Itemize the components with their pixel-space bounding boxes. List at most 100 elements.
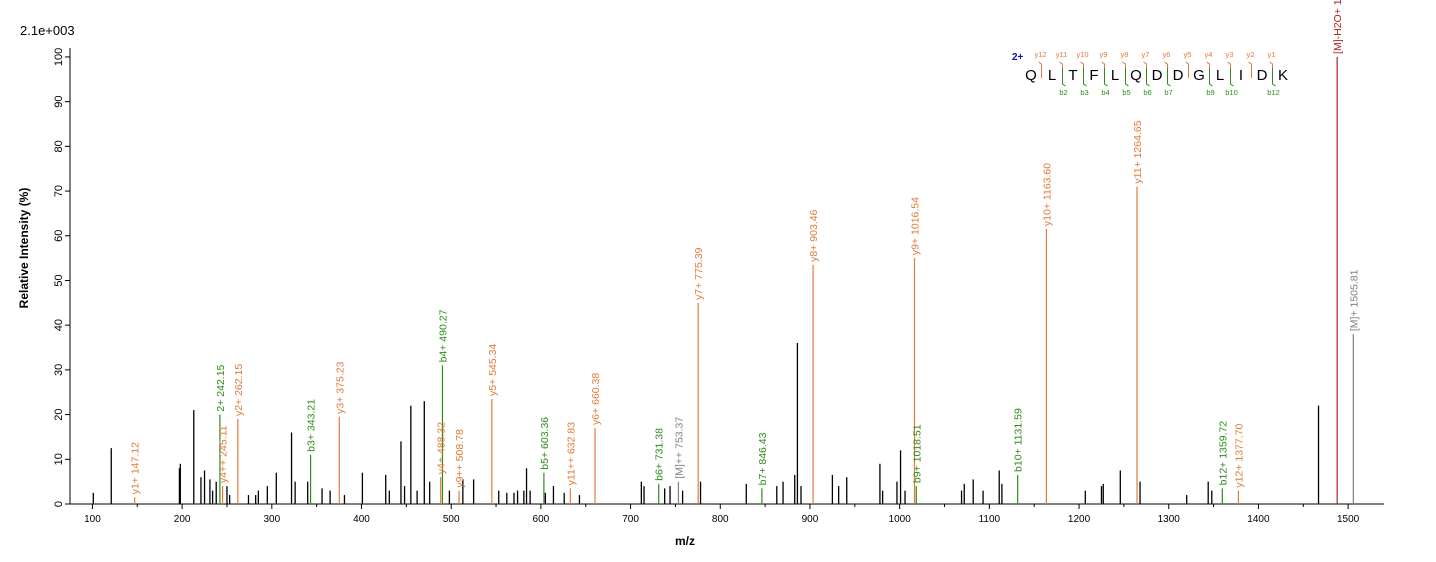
- peak-label-86: y3+ 375.23: [334, 361, 346, 413]
- y-break-y2: [1248, 61, 1252, 78]
- residue-10: I: [1239, 67, 1243, 84]
- b-break-b3: [1083, 68, 1087, 87]
- peak-label-90: y5+ 545.34: [487, 344, 499, 396]
- y-axis-label: Relative Intensity (%): [17, 188, 31, 309]
- b-break-label-b12: b12: [1267, 88, 1280, 97]
- peak-label-89: y9++ 508.78: [454, 429, 466, 488]
- x-tick-label-1100: 1100: [979, 514, 1001, 525]
- y-tick-label-20: 20: [53, 408, 65, 420]
- y-tick-label-0: 0: [53, 501, 65, 507]
- peaks-group: [92, 56, 1354, 504]
- y-tick-label-70: 70: [53, 185, 65, 197]
- b-break-label-b4: b4: [1101, 88, 1109, 97]
- peak-label-92: y11++ 632.83: [565, 422, 577, 486]
- peak-label-98: y8+ 903.46: [808, 209, 820, 261]
- x-tick-label-900: 900: [802, 514, 819, 525]
- b-break-b12: [1272, 68, 1276, 87]
- b-break-label-b2: b2: [1059, 88, 1067, 97]
- y-break-y12: [1038, 61, 1042, 78]
- x-tick-label-1200: 1200: [1068, 514, 1091, 525]
- x-tick-label-600: 600: [533, 514, 550, 525]
- peak-label-81: y1+ 147.12: [130, 442, 142, 494]
- residue-8: G: [1193, 67, 1205, 84]
- peak-label-100: b9+ 1018.51: [911, 424, 923, 483]
- b-break-label-b9: b9: [1206, 88, 1214, 97]
- residue-0: Q: [1025, 67, 1037, 84]
- b-break-b10: [1230, 68, 1234, 87]
- peak-label-97: b7+ 846.43: [757, 432, 769, 485]
- b-break-label-b5: b5: [1122, 88, 1130, 97]
- y-tick-label-90: 90: [53, 96, 65, 108]
- y-tick-label-60: 60: [53, 230, 65, 242]
- y-break-label-y5: y5: [1184, 50, 1192, 59]
- x-tick-label-500: 500: [443, 514, 460, 525]
- b-break-label-b6: b6: [1143, 88, 1151, 97]
- residue-11: D: [1257, 67, 1268, 84]
- b-break-label-b3: b3: [1080, 88, 1088, 97]
- y-tick-label-80: 80: [53, 140, 65, 152]
- peak-label-106: [M]-H2O+ 1487.79: [1332, 0, 1344, 54]
- peak-label-82: 2+ 242.15: [215, 364, 227, 411]
- b-break-b6: [1146, 68, 1150, 87]
- x-tick-label-1300: 1300: [1158, 514, 1181, 525]
- peak-label-83: y4++ 245.11: [218, 425, 230, 483]
- x-tick-label-100: 100: [84, 514, 101, 525]
- peak-label-101: b10+ 1131.59: [1013, 408, 1025, 472]
- b-break-b7: [1167, 68, 1171, 87]
- peak-label-94: b6+ 731.38: [654, 428, 666, 481]
- peak-label-102: y10+ 1163.60: [1041, 163, 1053, 226]
- axes: 0 10 20 30 40 50 60 70 80 90 100 100 200 300 400 500 600…: [53, 48, 1384, 525]
- peak-label-95: [M]++ 753.37: [673, 417, 685, 479]
- peak-label-99: y9+ 1016.54: [909, 197, 921, 255]
- x-tick-label-1400: 1400: [1247, 514, 1270, 525]
- y-break-label-y1: y1: [1268, 50, 1276, 59]
- y-break-label-y10: y10: [1076, 50, 1088, 59]
- peak-label-96: y7+ 775.39: [693, 247, 705, 299]
- peak-label-85: b3+ 343.21: [306, 399, 318, 452]
- x-tick-label-1500: 1500: [1337, 514, 1360, 525]
- peak-label-107: [M]+ 1505.81: [1348, 269, 1360, 331]
- x-tick-label-200: 200: [174, 514, 191, 525]
- residue-1: L: [1048, 67, 1056, 84]
- peak-label-93: y6+ 660.38: [590, 373, 602, 425]
- b-break-b9: [1209, 68, 1213, 87]
- y-break-label-y11: y11: [1056, 50, 1068, 59]
- peak-label-103: y11+ 1264.65: [1132, 120, 1144, 183]
- y-break-label-y7: y7: [1142, 50, 1150, 59]
- b-break-b2: [1062, 68, 1066, 87]
- x-axis-label: m/z: [675, 534, 695, 548]
- residue-9: L: [1216, 67, 1224, 84]
- x-tick-label-700: 700: [622, 514, 639, 525]
- max-intensity-label: 2.1e+003: [20, 23, 75, 38]
- y-tick-label-50: 50: [53, 274, 65, 286]
- y-break-y5: [1185, 61, 1189, 78]
- residue-3: F: [1089, 67, 1098, 84]
- residue-6: D: [1152, 67, 1163, 84]
- peak-label-88: b4+ 490.27: [437, 309, 449, 362]
- y-break-label-y4: y4: [1205, 50, 1213, 59]
- b-break-b4: [1104, 68, 1108, 87]
- x-tick-label-300: 300: [263, 514, 280, 525]
- y-tick-label-10: 10: [53, 453, 65, 465]
- y-break-label-y6: y6: [1163, 50, 1171, 59]
- peak-label-105: y12+ 1377.70: [1233, 423, 1245, 487]
- y-break-label-y12: y12: [1034, 50, 1046, 59]
- y-break-label-y2: y2: [1247, 50, 1255, 59]
- y-break-label-y8: y8: [1121, 50, 1129, 59]
- b-break-label-b7: b7: [1164, 88, 1172, 97]
- x-tick-label-800: 800: [712, 514, 729, 525]
- y-break-label-y9: y9: [1100, 50, 1108, 59]
- peak-label-87: y4+ 488.32: [436, 422, 448, 474]
- charge-state-label: 2+: [1012, 52, 1024, 63]
- residue-5: Q: [1130, 67, 1142, 84]
- peak-label-84: y2+ 262.15: [233, 364, 245, 416]
- residue-7: D: [1173, 67, 1184, 84]
- x-tick-label-1000: 1000: [889, 514, 912, 525]
- x-tick-label-400: 400: [353, 514, 370, 525]
- residue-4: L: [1111, 67, 1119, 84]
- y-break-label-y3: y3: [1226, 50, 1234, 59]
- b-break-b5: [1125, 68, 1129, 87]
